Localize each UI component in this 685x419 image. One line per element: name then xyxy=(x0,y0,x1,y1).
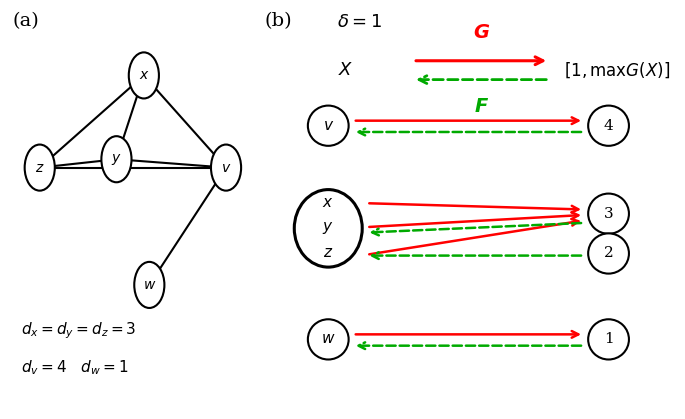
Text: $\boldsymbol{G}$: $\boldsymbol{G}$ xyxy=(473,24,490,42)
Text: $x$: $x$ xyxy=(323,196,334,210)
Text: $y$: $y$ xyxy=(111,152,122,167)
Text: (b): (b) xyxy=(264,13,292,31)
Circle shape xyxy=(25,145,55,191)
Text: $y$: $y$ xyxy=(323,220,334,236)
Text: $v$: $v$ xyxy=(221,160,232,175)
Text: $\delta = 1$: $\delta = 1$ xyxy=(337,13,382,31)
Text: $\boldsymbol{F}$: $\boldsymbol{F}$ xyxy=(473,98,488,116)
Circle shape xyxy=(129,52,159,98)
Circle shape xyxy=(308,106,349,146)
Text: $w$: $w$ xyxy=(142,278,156,292)
Text: 3: 3 xyxy=(603,207,613,221)
Text: $d_v = 4 \quad d_w = 1$: $d_v = 4 \quad d_w = 1$ xyxy=(21,358,128,377)
Text: $[1, \max G(X)]$: $[1, \max G(X)]$ xyxy=(564,60,670,80)
Text: 1: 1 xyxy=(603,332,614,347)
Circle shape xyxy=(308,319,349,360)
Circle shape xyxy=(588,233,629,274)
Circle shape xyxy=(134,262,164,308)
Text: $x$: $x$ xyxy=(138,68,149,83)
Text: $v$: $v$ xyxy=(323,119,334,133)
Circle shape xyxy=(588,106,629,146)
Text: $z$: $z$ xyxy=(323,246,334,261)
Text: $z$: $z$ xyxy=(35,160,45,175)
Text: (a): (a) xyxy=(12,13,39,31)
Text: $w$: $w$ xyxy=(321,332,336,347)
Text: 4: 4 xyxy=(603,119,614,133)
Text: $d_x = d_y = d_z = 3$: $d_x = d_y = d_z = 3$ xyxy=(21,321,136,341)
Circle shape xyxy=(101,136,132,182)
Circle shape xyxy=(588,319,629,360)
Circle shape xyxy=(588,194,629,234)
Circle shape xyxy=(211,145,241,191)
Text: $X$: $X$ xyxy=(338,61,353,79)
Text: 2: 2 xyxy=(603,246,614,261)
